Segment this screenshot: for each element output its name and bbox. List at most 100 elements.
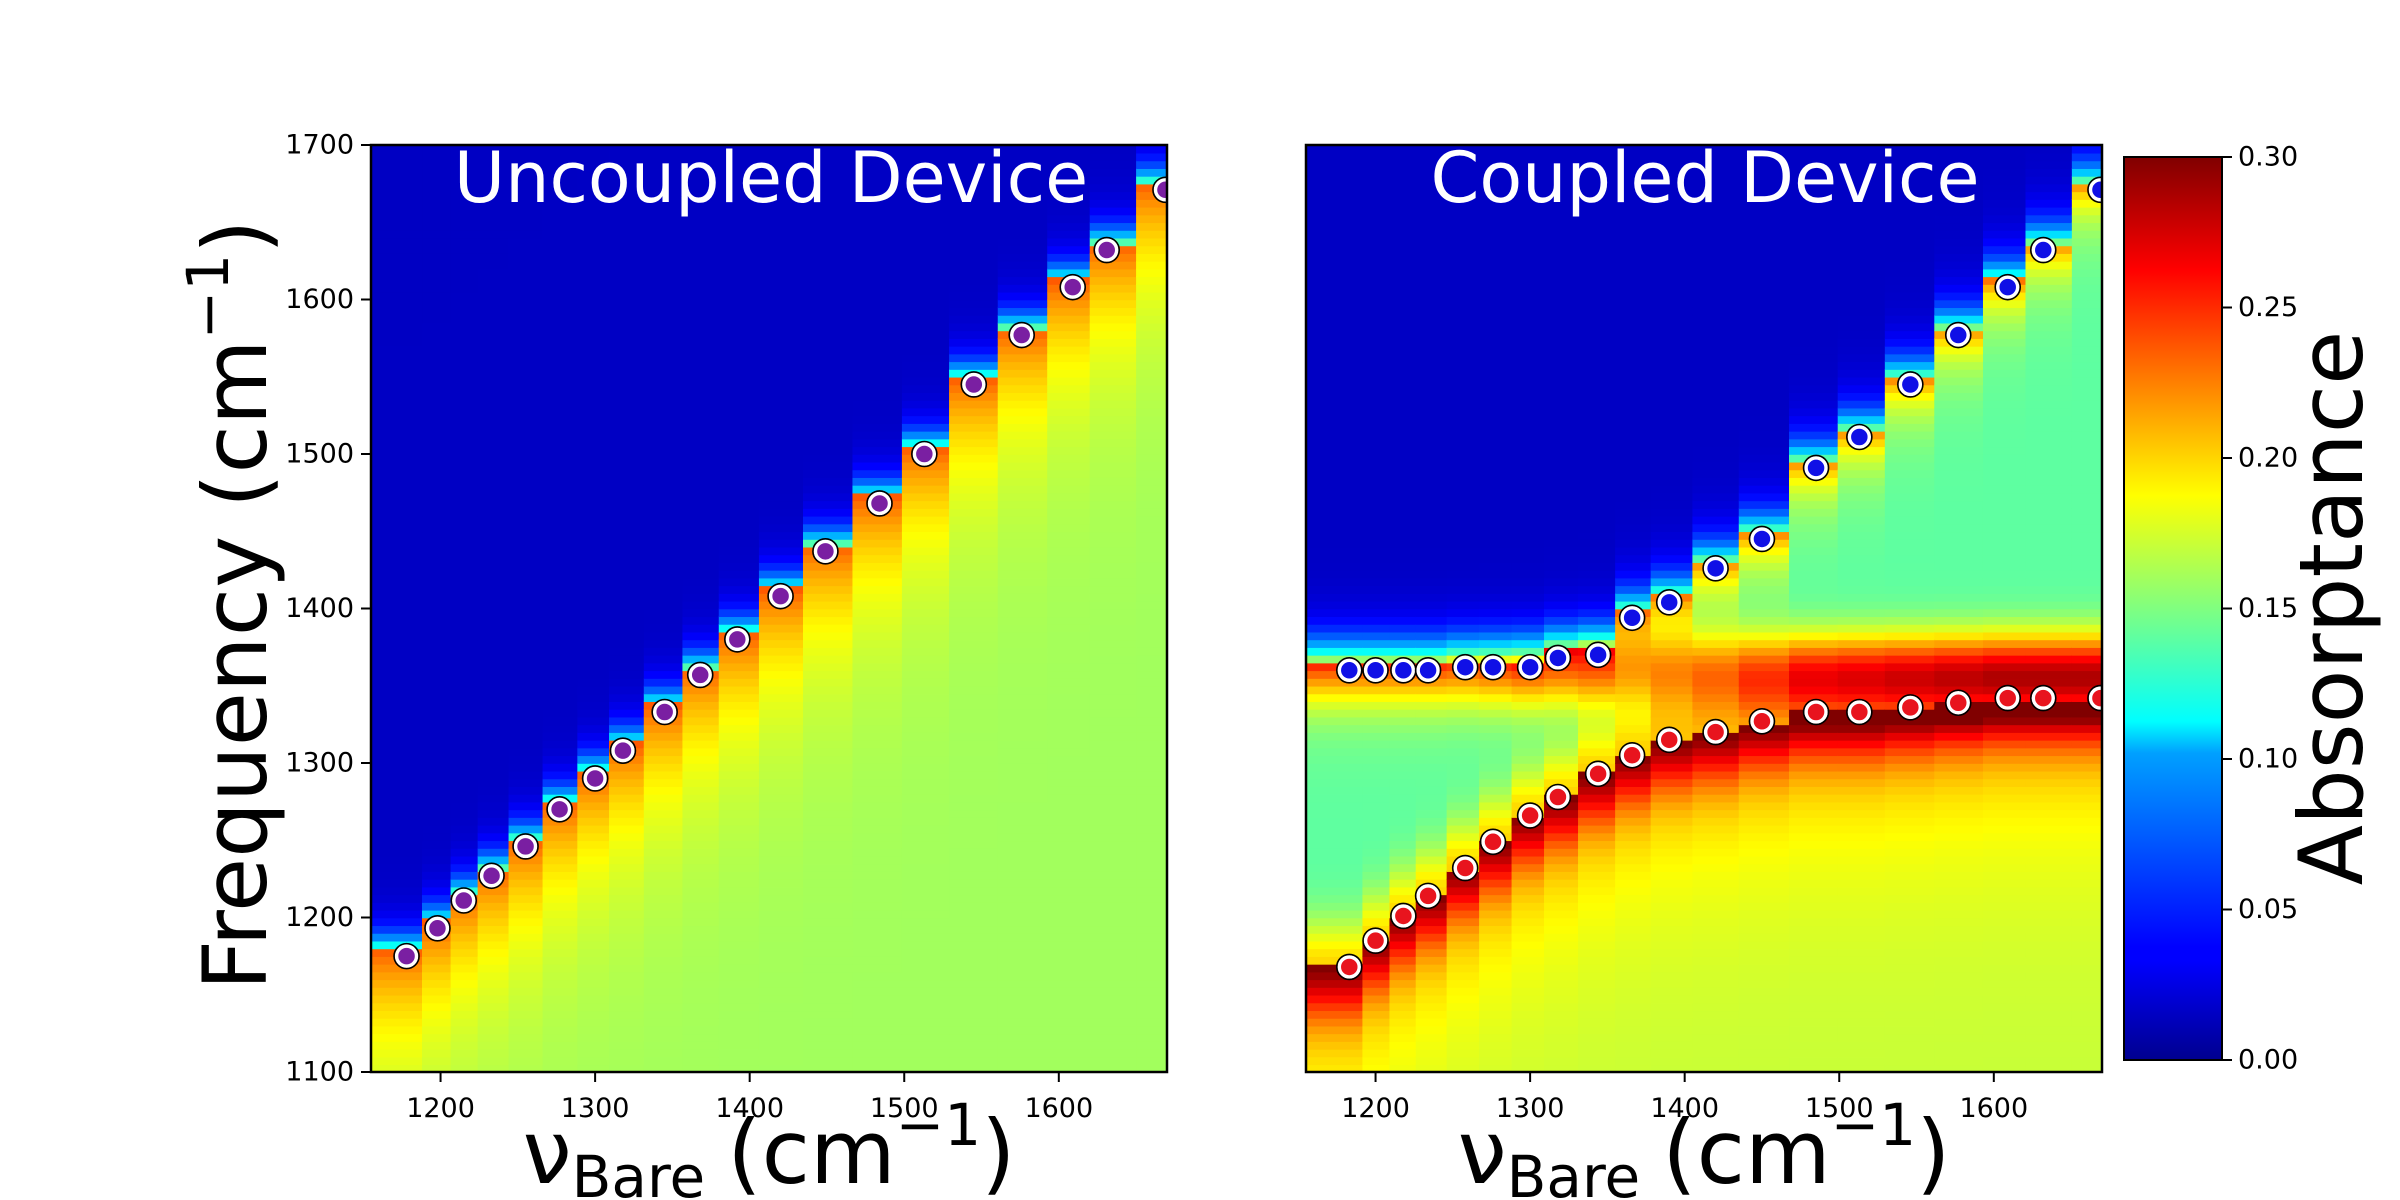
heatmap-cell [450,322,479,332]
heatmap-cell [1415,647,1448,656]
data-point [1481,655,1505,679]
heatmap-cell [1738,654,1790,664]
data-point-outline [812,538,839,565]
heatmap-cell [1884,747,1936,757]
heatmap-cell [1650,1033,1694,1042]
heatmap-cell [1934,423,1984,432]
heatmap-cell [758,500,804,509]
heatmap-cell [1615,307,1652,316]
heatmap-cell [1884,979,1936,988]
heatmap-cell [901,963,950,973]
heatmap-cell [682,299,720,309]
heatmap-cell [1389,817,1417,826]
heatmap-cell [1389,979,1417,988]
heatmap-cell [1650,670,1694,679]
heatmap-cell [371,871,423,880]
heatmap-cell [1479,253,1513,262]
heatmap-cell [1544,770,1579,780]
heatmap-cell [1738,430,1790,440]
heatmap-cell [1692,338,1740,347]
heatmap-cell [852,353,903,363]
heatmap-cell [422,338,452,347]
heatmap-cell [2071,229,2102,239]
heatmap-cell [1544,531,1579,540]
heatmap-cell [803,1025,854,1035]
heatmap-cell [1362,994,1391,1004]
heatmap-cell [1389,1002,1417,1012]
heatmap-cell [852,747,903,757]
heatmap-cell [682,755,720,764]
heatmap-cell [1136,345,1167,355]
heatmap-cell [1389,724,1417,733]
heatmap-cell [1544,693,1579,702]
heatmap-cell [1578,523,1616,533]
heatmap-cell [1544,168,1579,177]
heatmap-cell [803,253,854,262]
heatmap-cell [609,639,645,648]
heatmap-cell [542,577,579,587]
heatmap-cell [1884,855,1936,865]
heatmap-cell [508,623,544,633]
heatmap-cell [609,284,645,293]
heatmap-cell [1511,531,1545,540]
heatmap-cell [1479,322,1513,332]
heatmap-cell [1136,631,1167,641]
heatmap-cell [803,971,854,981]
heatmap-cell [577,430,610,440]
heatmap-cell [1837,268,1886,278]
heatmap-cell [371,423,423,432]
heatmap-cell [997,724,1049,733]
heatmap-cell [1615,809,1652,818]
heatmap-cell [577,469,610,478]
heatmap-cell [682,237,720,247]
heatmap-cell [718,291,760,301]
heatmap-cell [1389,454,1417,463]
heatmap-cell [1934,168,1984,177]
heatmap-cell [1934,531,1984,540]
heatmap-cell [1511,1056,1545,1066]
heatmap-cell [901,979,950,988]
heatmap-cell [1934,902,1984,911]
heatmap-cell [997,160,1049,169]
heatmap-cell [1578,446,1616,455]
heatmap-cell [1047,454,1091,463]
data-point-outline [1802,698,1830,726]
heatmap-cell [1738,1041,1790,1050]
heatmap-cell [718,902,760,911]
heatmap-cell [1982,523,2027,533]
heatmap-cell [422,531,452,540]
heatmap-cell [1089,284,1137,293]
heatmap-cell [450,963,479,973]
heatmap-cell [1884,245,1936,254]
heatmap-cell [997,492,1049,502]
heatmap-cell [371,260,423,270]
heatmap-cell [2025,515,2073,525]
heatmap-cell [1738,446,1790,455]
heatmap-cell [609,701,645,710]
heatmap-cell [1389,175,1417,185]
heatmap-cell [1306,531,1364,540]
heatmap-cell [852,423,903,432]
heatmap-cell [542,322,579,332]
heatmap-cell [508,878,544,888]
heatmap-cell [1650,824,1694,834]
x-tick-label: 1200 [406,1093,475,1124]
heatmap-cell [997,979,1049,988]
heatmap-cell [477,1041,510,1050]
heatmap-cell [1578,840,1616,849]
heatmap-cell [1934,600,1984,610]
heatmap-cell [1479,515,1513,525]
heatmap-cell [718,894,760,903]
heatmap-cell [422,585,452,594]
heatmap-cell [949,160,999,169]
heatmap-cell [450,801,479,811]
heatmap-cell [1362,585,1391,594]
heatmap-cell [1136,940,1167,950]
heatmap-cell [1306,145,1364,154]
heatmap-cell [1578,492,1616,502]
heatmap-cell [1692,183,1740,193]
heatmap-cell [542,484,579,494]
heatmap-cell [450,191,479,200]
heatmap-cell [1389,593,1417,602]
heatmap-cell [643,268,684,278]
